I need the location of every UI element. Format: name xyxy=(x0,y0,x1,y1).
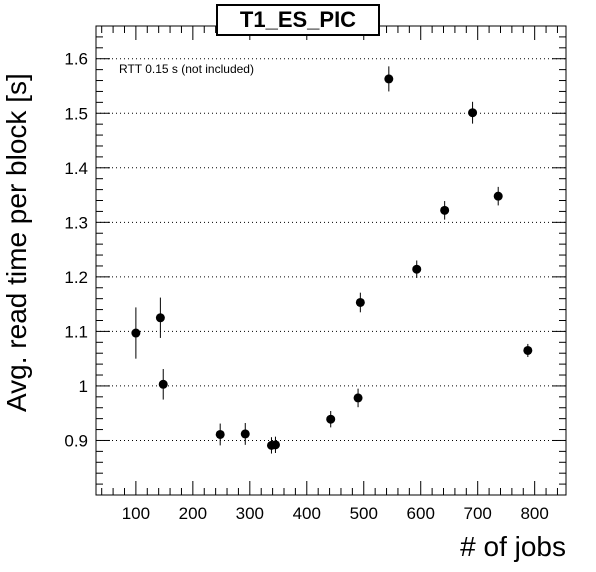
data-point xyxy=(412,264,422,274)
y-axis: 0.9 1 1.1 1.2 1.3 1.4 1.5 1.6 xyxy=(64,36,566,485)
data-point xyxy=(355,297,365,307)
data-point xyxy=(440,205,450,215)
rtt-annotation: RTT 0.15 s (not included) xyxy=(119,62,254,76)
data-point xyxy=(353,393,363,403)
y-tick-label: 1.4 xyxy=(64,159,88,178)
x-tick-label: 100 xyxy=(122,504,150,523)
data-point xyxy=(155,313,165,323)
data-point xyxy=(270,440,280,450)
data-point xyxy=(240,429,250,439)
data-points xyxy=(131,66,533,454)
y-tick-label: 1.3 xyxy=(64,213,88,232)
x-axis-label: # of jobs xyxy=(460,531,566,562)
x-tick-label: 300 xyxy=(236,504,264,523)
data-point xyxy=(326,414,336,424)
x-tick-label: 400 xyxy=(293,504,321,523)
data-point xyxy=(468,108,478,118)
x-tick-label: 500 xyxy=(350,504,378,523)
y-tick-label: 0.9 xyxy=(64,431,88,450)
x-tick-label: 600 xyxy=(407,504,435,523)
x-tick-label: 800 xyxy=(520,504,548,523)
data-point xyxy=(384,74,394,84)
x-tick-label: 700 xyxy=(464,504,492,523)
data-point xyxy=(158,379,168,389)
y-axis-label: Avg. read time per block [s] xyxy=(1,73,32,412)
y-tick-label: 1.5 xyxy=(64,104,88,123)
chart-title: T1_ES_PIC xyxy=(216,4,380,36)
y-tick-label: 1.6 xyxy=(64,50,88,69)
data-point xyxy=(523,345,533,355)
data-point xyxy=(131,328,141,338)
data-point xyxy=(493,191,503,201)
y-tick-label: 1 xyxy=(79,377,88,396)
data-point xyxy=(215,429,225,439)
y-tick-label: 1.1 xyxy=(64,322,88,341)
x-axis: 100 200 300 400 500 600 700 800 xyxy=(101,26,558,523)
x-tick-label: 200 xyxy=(179,504,207,523)
y-tick-label: 1.2 xyxy=(64,268,88,287)
